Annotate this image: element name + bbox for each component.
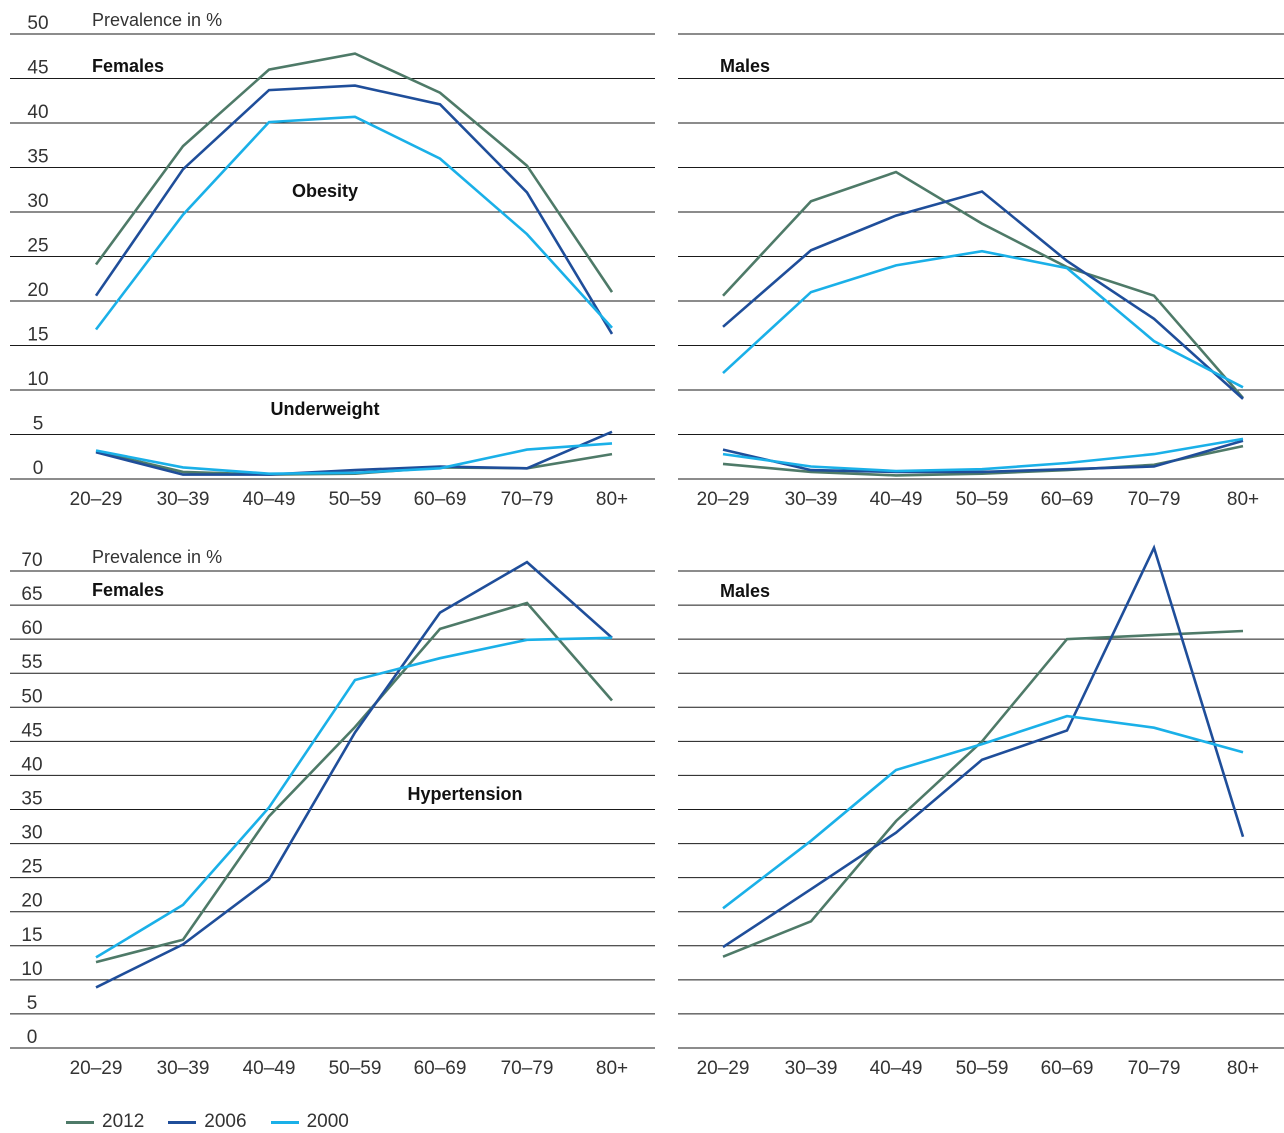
- panel-bottom-left-y-tick-label: 0: [27, 1027, 38, 1048]
- panel-bottom-left-x-tick-label: 80+: [596, 1058, 628, 1079]
- panel-top-right-series-line-2012-underweight: [722, 444, 1244, 477]
- panel-top-left-y-tick-label: 25: [27, 236, 48, 257]
- panel-bottom-left-y-tick-label: 5: [27, 993, 38, 1014]
- panel-top-right-x-tick-label: 30–39: [785, 489, 838, 510]
- panel-top-left-y-tick-label: 40: [27, 102, 48, 123]
- panel-top-right-x-tick-label: 40–49: [870, 489, 923, 510]
- legend-item-2006: 2006: [168, 1111, 247, 1133]
- panel-top-left-series-line-2006-underweight: [95, 430, 613, 476]
- panel-bottom-left-group-label: Females: [92, 580, 164, 600]
- panel-bottom-right-series-line-2006: [722, 544, 1245, 949]
- panel-top-left-y-tick-label: 50: [27, 13, 48, 34]
- panel-bottom-left-x-tick-label: 50–59: [329, 1058, 382, 1079]
- panel-top-right-x-tick-label: 70–79: [1128, 489, 1181, 510]
- panel-bottom-left-y-tick-label: 65: [21, 584, 42, 605]
- panel-top-right-group-label: Males: [720, 56, 770, 76]
- panel-top-left-x-tick-label: 80+: [596, 489, 628, 510]
- panel-bottom-left-y-tick-label: 45: [21, 720, 42, 741]
- panel-bottom-left-series-line-2006: [95, 560, 613, 989]
- panel-bottom-right-series-line-2012: [722, 629, 1244, 958]
- legend: 2012 2006 2000: [66, 1111, 349, 1133]
- panel-top-right-series-line-2000-underweight: [722, 437, 1244, 473]
- panel-bottom-right-x-tick-label: 30–39: [785, 1058, 838, 1079]
- legend-label-2012: 2012: [102, 1111, 145, 1132]
- panel-bottom-left-y-tick-label: 55: [21, 652, 42, 673]
- panel-top-left-x-tick-label: 30–39: [157, 489, 210, 510]
- panel-bottom-left-y-tick-label: 70: [21, 550, 42, 571]
- panel-top-right-series-line-2006-underweight: [722, 439, 1244, 474]
- panel-bottom-left-x-tick-label: 30–39: [157, 1058, 210, 1079]
- panel-top-left-y-tick-label: 15: [27, 325, 48, 346]
- panel-bottom-left-x-tick-label: 60–69: [414, 1058, 467, 1079]
- panel-bottom-right-x-tick-label: 70–79: [1128, 1058, 1181, 1079]
- panel-top-left-y-tick-label: 35: [27, 147, 48, 168]
- panel-bottom-left-x-tick-label: 40–49: [243, 1058, 296, 1079]
- legend-swatch-2000: [270, 1120, 299, 1124]
- panel-bottom-left-y-tick-label: 25: [21, 857, 42, 878]
- panel-bottom-left-series-line-2012: [95, 601, 613, 964]
- panel-bottom-left-x-tick-label: 70–79: [501, 1058, 554, 1079]
- panel-bottom-right-group-label: Males: [720, 581, 770, 601]
- panel-top-left-x-tick-label: 60–69: [414, 489, 467, 510]
- panel-bottom-right-x-tick-label: 60–69: [1041, 1058, 1094, 1079]
- panel-top-left-annotation-underweight: Underweight: [270, 399, 379, 419]
- panel-top-right-x-tick-label: 50–59: [956, 489, 1009, 510]
- panel-top-left-series-line-2000-obesity: [94, 115, 613, 331]
- panel-bottom-left-y-tick-label: 60: [21, 618, 42, 639]
- panel-top-left-y-tick-label: 0: [33, 458, 44, 479]
- panel-top-left-x-tick-label: 70–79: [501, 489, 554, 510]
- legend-swatch-2012: [66, 1120, 94, 1124]
- panel-top-right-series-line-2012-obesity: [722, 170, 1244, 399]
- panel-bottom-left-series-line-2000: [95, 636, 613, 959]
- legend-item-2000: 2000: [270, 1111, 349, 1133]
- panel-bottom-left-unit-label: Prevalence in %: [92, 547, 222, 567]
- panel-bottom-right-x-tick-label: 50–59: [956, 1058, 1009, 1079]
- panel-top-right-series-line-2006-obesity: [722, 190, 1244, 400]
- panel-top-left-group-label: Females: [92, 56, 164, 76]
- panel-bottom-right-x-tick-label: 40–49: [870, 1058, 923, 1079]
- panel-bottom-left-y-tick-label: 15: [21, 925, 42, 946]
- panel-top-left-y-tick-label: 5: [33, 414, 44, 435]
- panel-top-left-unit-label: Prevalence in %: [92, 10, 222, 30]
- panel-bottom-right-x-tick-label: 80+: [1227, 1058, 1259, 1079]
- legend-label-2000: 2000: [306, 1111, 349, 1132]
- panel-bottom-left-annotation-hypertension: Hypertension: [407, 784, 522, 804]
- panel-bottom-right-series-line-2000: [722, 714, 1244, 910]
- legend-swatch-2006: [168, 1120, 197, 1124]
- panel-top-right-x-tick-label: 80+: [1227, 489, 1259, 510]
- panel-bottom-right-x-tick-label: 20–29: [697, 1058, 750, 1079]
- panel-top-left-x-tick-label: 50–59: [329, 489, 382, 510]
- panel-bottom-left-y-tick-label: 35: [21, 789, 42, 810]
- panel-bottom-left-y-tick-label: 50: [21, 686, 42, 707]
- panel-top-left-annotation-obesity: Obesity: [292, 181, 358, 201]
- panel-top-left-y-tick-label: 45: [27, 58, 48, 79]
- panel-top-left-series-line-2006-obesity: [94, 84, 614, 335]
- panel-bottom-left-y-tick-label: 30: [21, 823, 42, 844]
- panel-bottom-left-y-tick-label: 40: [21, 754, 42, 775]
- panel-top-left-x-tick-label: 20–29: [70, 489, 123, 510]
- panel-top-left-y-tick-label: 20: [27, 280, 48, 301]
- panel-top-left-y-tick-label: 30: [27, 191, 48, 212]
- panel-top-right-x-tick-label: 20–29: [697, 489, 750, 510]
- panel-top-left-x-tick-label: 40–49: [243, 489, 296, 510]
- panel-top-left-series-line-2000-underweight: [95, 442, 613, 476]
- panel-top-right-series-line-2000-obesity: [722, 249, 1244, 389]
- panel-bottom-left-x-tick-label: 20–29: [70, 1058, 123, 1079]
- panel-top-left-y-tick-label: 10: [27, 369, 48, 390]
- legend-label-2006: 2006: [204, 1111, 247, 1132]
- legend-item-2012: 2012: [66, 1111, 144, 1133]
- panel-bottom-left-y-tick-label: 10: [21, 959, 42, 980]
- panel-bottom-left-y-tick-label: 20: [21, 891, 42, 912]
- panel-top-left-series-line-2012-obesity: [94, 52, 614, 293]
- panel-top-right-x-tick-label: 60–69: [1041, 489, 1094, 510]
